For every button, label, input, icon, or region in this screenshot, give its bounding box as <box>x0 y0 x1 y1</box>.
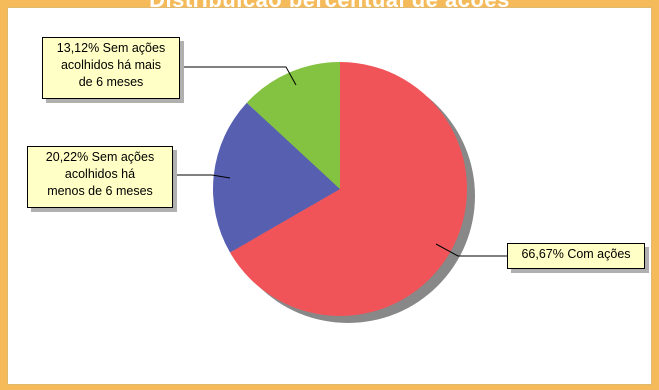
leader-line <box>435 243 507 257</box>
slice-label-under-6-months: 20,22% Sem ações acolhidos há menos de 6… <box>27 146 173 208</box>
slice-label-with-actions: 66,67% Com ações <box>507 243 645 269</box>
leader-line <box>180 66 297 86</box>
slice-without-actions-under-6-months <box>213 102 340 253</box>
slice-without-actions-over-6-months <box>246 62 340 189</box>
leader-line <box>173 174 231 179</box>
slice-with-actions <box>230 62 468 316</box>
slice-label-over-6-months: 13,12% Sem ações acolhidos há mais de 6 … <box>42 37 180 99</box>
